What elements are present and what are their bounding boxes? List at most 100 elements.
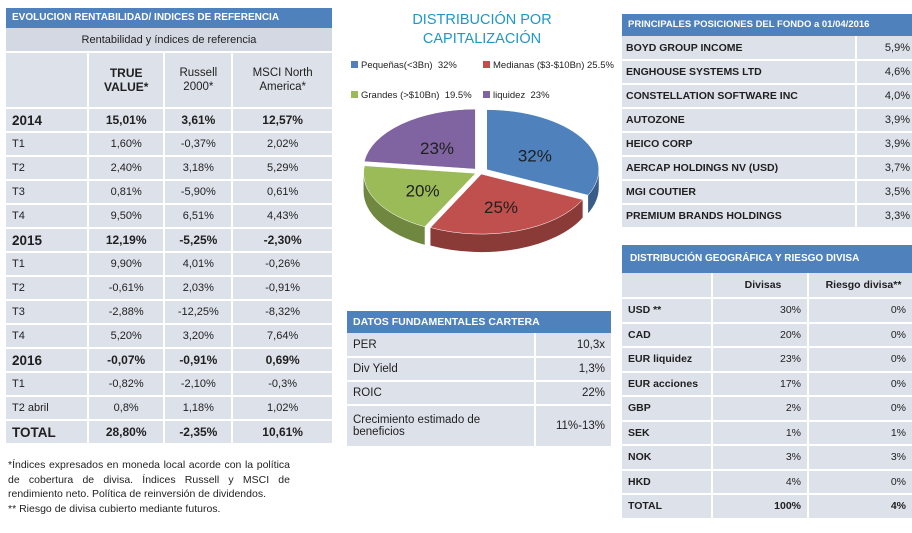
rentabilidad-row: T1 9,90% 4,01% -0,26% [6,252,332,277]
posicion-weight: 3,5% [855,180,912,205]
legend-label-medianas: Medianas ($3-$10Bn) [493,60,585,71]
rentabilidad-row: 2015 12,19% -5,25% -2,30% [6,228,332,253]
rentabilidad-row: TOTAL 28,80% -2,35% 10,61% [6,420,332,445]
currency-label: GBP [622,396,712,422]
cell-msci-north-america: 7,64% [232,324,332,349]
col-divisas: Divisas [711,273,808,299]
geografica-column-headers: Divisas Riesgo divisa** [622,273,912,299]
currency-label: USD ** [622,298,712,324]
cell-msci-north-america: 4,43% [232,204,332,229]
riesgo-value: 0% [807,396,912,422]
cell-russell-2000: -5,90% [164,180,234,205]
cell-true-value: 5,20% [88,324,166,349]
posicion-row: HEICO CORP 3,9% [622,132,912,157]
posicion-name: CONSTELLATION SOFTWARE INC [622,84,856,109]
cell-russell-2000: 4,01% [164,252,234,277]
row-label: T2 [6,276,89,301]
pie-slice-top [363,108,476,170]
cell-true-value: 9,50% [88,204,166,229]
divisas-value: 1% [711,420,808,446]
datos-value: 10,3x [534,333,611,358]
row-label: TOTAL [6,420,89,445]
row-label: T1 [6,132,89,157]
posicion-name: HEICO CORP [622,132,856,157]
legend-swatch-pequenas [351,61,358,68]
posicion-weight: 4,6% [855,60,912,85]
legend-item-pequenas: Pequeñas(<3Bn) 32% [351,60,457,71]
rentabilidad-row: T4 5,20% 3,20% 7,64% [6,324,332,349]
cell-russell-2000: -5,25% [164,228,234,253]
row-label: T4 [6,324,89,349]
legend-value-pequenas: 32% [437,60,457,71]
rentabilidad-subheader: Rentabilidad y índices de referencia [6,28,332,53]
datos-row: PER 10,3x [347,333,611,358]
posicion-name: MGI COUTIER [622,180,856,205]
currency-label: EUR acciones [622,371,712,397]
pie-slice [363,108,476,170]
geografica-header: DISTRIBUCIÓN GEOGRÁFICA Y RIESGO DIVISA [622,245,912,273]
legend-label-grandes: Grandes (>$10Bn) [361,90,440,101]
legend-value-medianas: 25.5% [587,60,614,71]
divisas-value: 17% [711,371,808,397]
divisas-value: 20% [711,322,808,348]
cell-russell-2000: -2,10% [164,372,234,397]
cell-true-value: 0,81% [88,180,166,205]
cell-msci-north-america: -0,91% [232,276,332,301]
footnote-indices: *Índices expresados en moneda local acor… [8,459,290,500]
geografica-row: EUR liquidez 23% 0% [622,347,912,373]
cell-true-value: 0,8% [88,396,166,421]
datos-label: PER [347,333,535,358]
cell-true-value: 15,01% [88,108,166,133]
posicion-row: AUTOZONE 3,9% [622,108,912,133]
datos-label: ROIC [347,381,535,406]
cell-msci-north-america: -8,32% [232,300,332,325]
cell-msci-north-america: -0,3% [232,372,332,397]
legend-label-pequenas: Pequeñas(<3Bn) [361,60,433,71]
posicion-row: PREMIUM BRANDS HOLDINGS 3,3% [622,204,912,229]
pie-slice-top [429,173,584,235]
posicion-name: PREMIUM BRANDS HOLDINGS [622,204,856,229]
pie-slice [363,165,477,245]
riesgo-value: 4% [807,494,912,520]
geografica-row: SEK 1% 1% [622,420,912,446]
pie-data-label: 32% [518,146,552,165]
currency-label: EUR liquidez [622,347,712,373]
geografica-panel: DISTRIBUCIÓN GEOGRÁFICA Y RIESGO DIVISA … [622,245,912,520]
currency-label: TOTAL [622,494,712,520]
datos-value: 22% [534,381,611,406]
legend-swatch-medianas [483,61,490,68]
riesgo-value: 0% [807,347,912,373]
cell-msci-north-america: 1,02% [232,396,332,421]
row-label: 2014 [6,108,89,133]
cell-true-value: -0,61% [88,276,166,301]
pie-slice-top [363,165,477,228]
datos-label: Crecimiento estimado de beneficios [347,405,535,448]
posiciones-table: BOYD GROUP INCOME 5,9% ENGHOUSE SYSTEMS LT… [622,36,912,229]
legend-swatch-grandes [351,91,358,98]
cell-russell-2000: -2,35% [164,420,234,445]
posicion-name: AUTOZONE [622,108,856,133]
rentabilidad-row: 2014 15,01% 3,61% 12,57% [6,108,332,133]
cell-msci-north-america: 0,69% [232,348,332,373]
rentabilidad-table: Rentabilidad y índices de referencia TRU… [6,28,332,445]
posicion-name: ENGHOUSE SYSTEMS LTD [622,60,856,85]
row-label: T3 [6,300,89,325]
row-label: T1 [6,252,89,277]
posicion-weight: 4,0% [855,84,912,109]
riesgo-value: 1% [807,420,912,446]
posicion-weight: 3,3% [855,204,912,229]
footnote: *Índices expresados en moneda local acor… [8,458,290,516]
col-russell-2000: Russell 2000* [164,52,234,109]
col-riesgo-divisa: Riesgo divisa** [807,273,912,299]
posicion-row: CONSTELLATION SOFTWARE INC 4,0% [622,84,912,109]
legend-item-medianas: Medianas ($3-$10Bn) 25.5% [483,60,614,71]
legend-item-grandes: Grandes (>$10Bn) 19.5% [351,90,472,101]
riesgo-value: 3% [807,445,912,471]
posicion-name: BOYD GROUP INCOME [622,36,856,61]
cell-russell-2000: 6,51% [164,204,234,229]
cell-true-value: 12,19% [88,228,166,253]
datos-header: DATOS FUNDAMENTALES CARTERA [347,311,611,333]
legend-item-liquidez: liquidez 23% [483,90,550,101]
currency-label: CAD [622,322,712,348]
posicion-weight: 5,9% [855,36,912,61]
